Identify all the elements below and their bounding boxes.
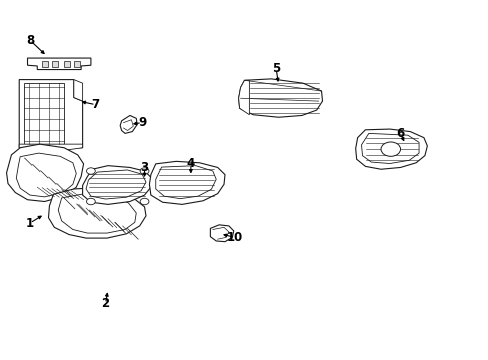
- Polygon shape: [27, 58, 91, 69]
- Text: 8: 8: [26, 33, 34, 47]
- Text: 4: 4: [186, 157, 195, 170]
- Circle shape: [86, 168, 95, 174]
- Text: 3: 3: [140, 161, 148, 174]
- Circle shape: [140, 198, 149, 205]
- Polygon shape: [48, 188, 146, 238]
- Text: 7: 7: [92, 98, 100, 111]
- Polygon shape: [210, 225, 233, 242]
- Polygon shape: [19, 144, 82, 153]
- Circle shape: [380, 142, 400, 156]
- Circle shape: [140, 168, 149, 174]
- Text: 10: 10: [226, 231, 243, 244]
- Polygon shape: [42, 60, 48, 67]
- Polygon shape: [58, 193, 136, 233]
- Polygon shape: [6, 144, 83, 202]
- Polygon shape: [74, 60, 80, 67]
- Text: 6: 6: [396, 127, 404, 140]
- Polygon shape: [82, 166, 152, 204]
- Polygon shape: [16, 153, 76, 197]
- Text: 9: 9: [138, 116, 146, 129]
- Text: 2: 2: [102, 297, 109, 310]
- Polygon shape: [238, 79, 322, 117]
- Polygon shape: [156, 166, 216, 199]
- Polygon shape: [361, 134, 418, 163]
- Polygon shape: [52, 60, 58, 67]
- Polygon shape: [24, 83, 64, 144]
- Polygon shape: [86, 170, 146, 199]
- Text: 1: 1: [26, 216, 34, 230]
- Polygon shape: [19, 80, 82, 148]
- Polygon shape: [74, 80, 82, 101]
- Text: 5: 5: [271, 62, 280, 75]
- Polygon shape: [149, 161, 224, 204]
- Polygon shape: [238, 80, 249, 115]
- Polygon shape: [120, 116, 137, 134]
- Polygon shape: [355, 129, 427, 169]
- Circle shape: [86, 198, 95, 205]
- Polygon shape: [64, 60, 70, 67]
